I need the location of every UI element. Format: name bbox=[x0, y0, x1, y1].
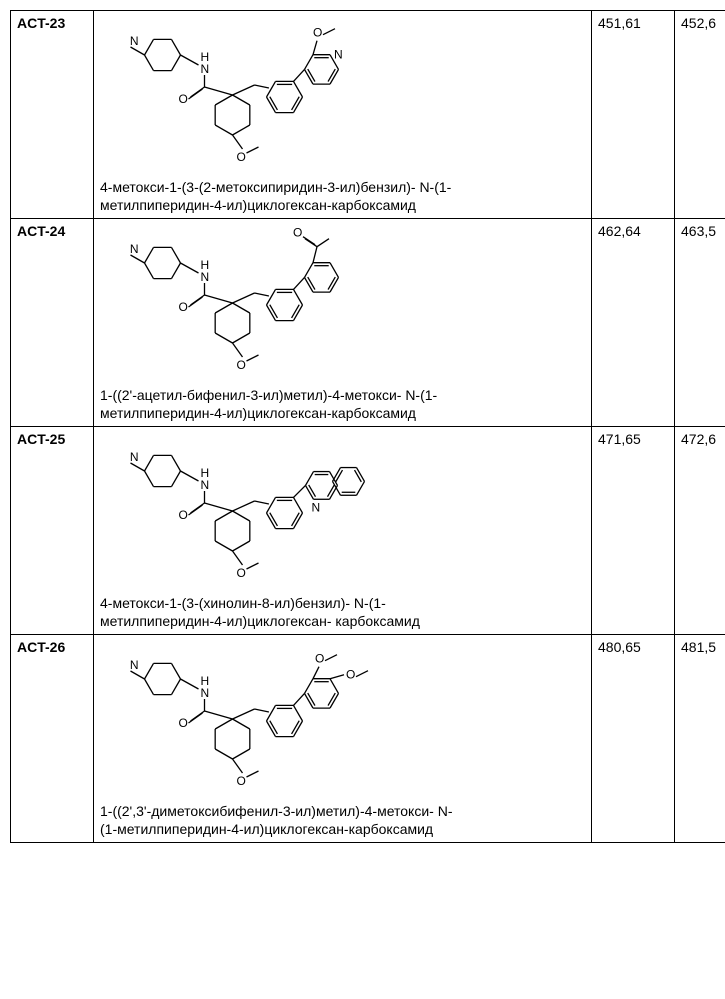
compound-id: ACT-25 bbox=[11, 427, 94, 635]
svg-text:O: O bbox=[315, 652, 324, 666]
compound-table: ACT-23NHNOONO4-метокси-1-(3-(2-метоксипи… bbox=[10, 10, 725, 843]
compound-name: 4-метокси-1-(3-(2-метоксипиридин-3-ил)бе… bbox=[100, 179, 585, 214]
svg-text:O: O bbox=[237, 566, 246, 580]
mass-spec: 463,5 bbox=[675, 219, 725, 427]
mass-spec: 452,6 bbox=[675, 11, 725, 219]
svg-text:O: O bbox=[237, 358, 246, 372]
svg-text:N: N bbox=[201, 270, 210, 284]
compound-id: ACT-23 bbox=[11, 11, 94, 219]
mol-weight: 471,65 bbox=[592, 427, 675, 635]
structure-cell: NHNOOOO1-((2',3'-диметоксибифенил-3-ил)м… bbox=[94, 635, 592, 843]
svg-text:N: N bbox=[130, 34, 139, 48]
table-row: ACT-24NHNOOO1-((2'-ацетил-бифенил-3-ил)м… bbox=[11, 219, 725, 427]
compound-id: ACT-26 bbox=[11, 635, 94, 843]
svg-text:O: O bbox=[237, 774, 246, 788]
svg-text:N: N bbox=[312, 500, 321, 514]
mass-spec: 481,5 bbox=[675, 635, 725, 843]
svg-text:N: N bbox=[130, 658, 139, 672]
svg-text:O: O bbox=[179, 716, 188, 730]
svg-text:O: O bbox=[313, 26, 322, 40]
svg-text:O: O bbox=[179, 508, 188, 522]
svg-text:N: N bbox=[130, 450, 139, 464]
svg-text:N: N bbox=[201, 686, 210, 700]
svg-text:N: N bbox=[130, 242, 139, 256]
mass-spec: 472,6 bbox=[675, 427, 725, 635]
mol-weight: 480,65 bbox=[592, 635, 675, 843]
table-row: ACT-25NHNOON4-метокси-1-(3-(хинолин-8-ил… bbox=[11, 427, 725, 635]
table-row: ACT-26NHNOOOO1-((2',3'-диметоксибифенил-… bbox=[11, 635, 725, 843]
structure-cell: NHNOONO4-метокси-1-(3-(2-метоксипиридин-… bbox=[94, 11, 592, 219]
compound-id: ACT-24 bbox=[11, 219, 94, 427]
svg-text:N: N bbox=[334, 48, 343, 62]
structure-cell: NHNOON4-метокси-1-(3-(хинолин-8-ил)бензи… bbox=[94, 427, 592, 635]
mol-weight: 451,61 bbox=[592, 11, 675, 219]
svg-text:O: O bbox=[179, 92, 188, 106]
compound-name: 1-((2'-ацетил-бифенил-3-ил)метил)-4-мето… bbox=[100, 387, 585, 422]
table-row: ACT-23NHNOONO4-метокси-1-(3-(2-метоксипи… bbox=[11, 11, 725, 219]
svg-text:O: O bbox=[346, 668, 355, 682]
svg-text:O: O bbox=[293, 226, 302, 240]
compound-name: 1-((2',3'-диметоксибифенил-3-ил)метил)-4… bbox=[100, 803, 585, 838]
compound-name: 4-метокси-1-(3-(хинолин-8-ил)бензил)- N-… bbox=[100, 595, 585, 630]
svg-text:O: O bbox=[237, 150, 246, 164]
svg-text:O: O bbox=[179, 300, 188, 314]
svg-text:N: N bbox=[201, 478, 210, 492]
mol-weight: 462,64 bbox=[592, 219, 675, 427]
structure-cell: NHNOOO1-((2'-ацетил-бифенил-3-ил)метил)-… bbox=[94, 219, 592, 427]
svg-text:N: N bbox=[201, 62, 210, 76]
